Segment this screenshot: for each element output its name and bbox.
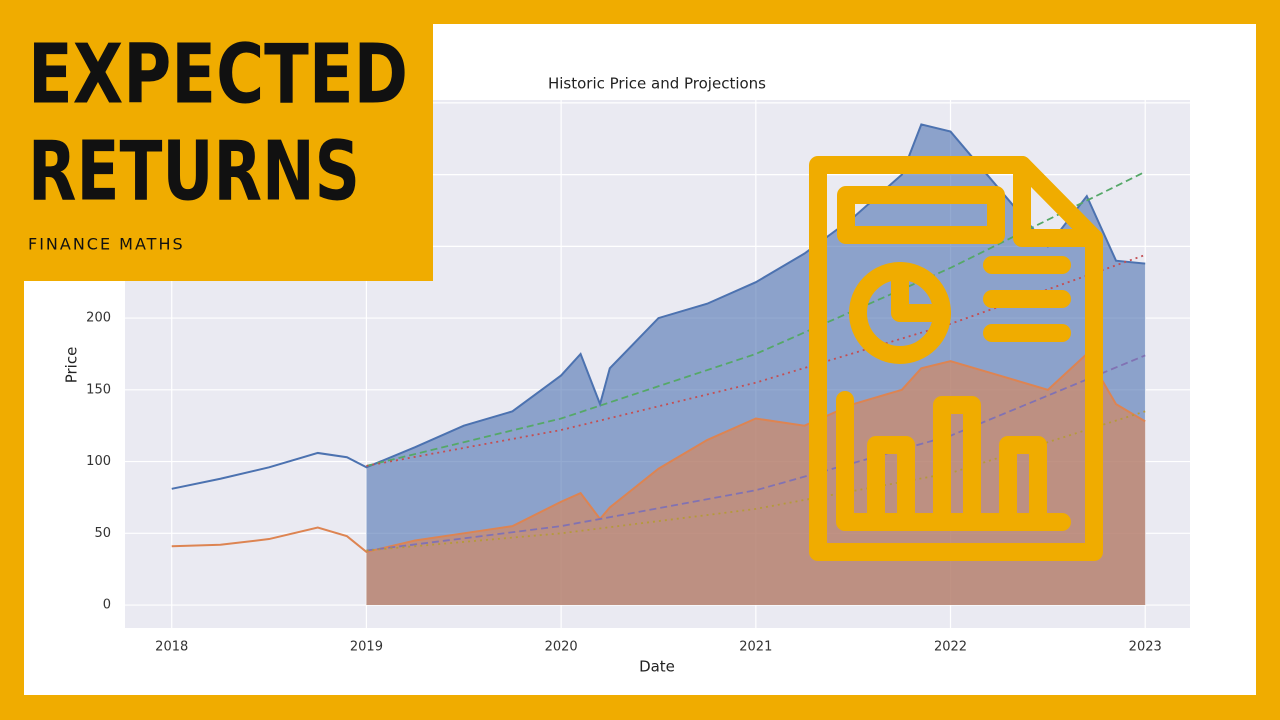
x-tick-label: 2018: [155, 640, 188, 655]
y-tick-label: 200: [86, 311, 111, 326]
line: [171, 352, 1146, 554]
line: [366, 170, 1146, 467]
y-tick-label: 50: [94, 526, 111, 541]
x-tick-label: 2020: [545, 640, 578, 655]
y-tick-label: 150: [86, 382, 111, 397]
chart-title: Historic Price and Projections: [548, 75, 766, 93]
document-icon: [809, 156, 1103, 561]
y-tick-label: 100: [86, 454, 111, 469]
line: [366, 410, 1146, 552]
y-axis-label: Price: [63, 347, 81, 384]
y-tick-label: 0: [103, 598, 111, 613]
title-line: RETURNS: [28, 124, 360, 219]
line: [366, 354, 1146, 552]
x-tick-label: 2023: [1129, 640, 1162, 655]
x-tick-label: 2022: [934, 640, 967, 655]
x-axis-label: Date: [639, 658, 675, 676]
title-line: EXPECTED: [28, 27, 408, 122]
x-tick-label: 2019: [350, 640, 383, 655]
title-box: [0, 0, 433, 281]
x-tick-label: 2021: [739, 640, 772, 655]
line: [171, 123, 1146, 490]
subtitle: FINANCE MATHS: [28, 235, 185, 254]
